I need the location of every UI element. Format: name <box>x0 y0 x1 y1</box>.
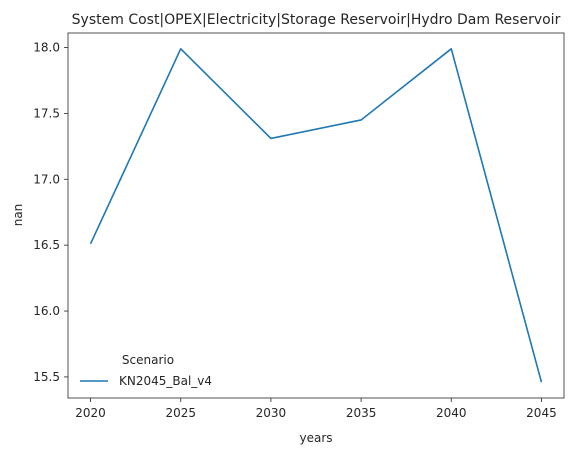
y-tick-label: 15.5 <box>33 370 60 384</box>
x-tick-label: 2025 <box>165 406 196 420</box>
x-tick-label: 2030 <box>256 406 287 420</box>
y-tick-label: 16.5 <box>33 238 60 252</box>
x-tick-label: 2045 <box>526 406 557 420</box>
series-layer <box>89 48 543 383</box>
series-line <box>89 48 543 383</box>
x-axis: 2020 2025 2030 2035 2040 2045 <box>75 398 557 420</box>
legend: Scenario KN2045_Bal_v4 <box>80 353 212 388</box>
y-tick-label: 17.5 <box>33 106 60 120</box>
x-tick-label: 2035 <box>346 406 377 420</box>
chart-title: System Cost|OPEX|Electricity|Storage Res… <box>72 12 561 28</box>
y-axis: 15.5 16.0 16.5 17.0 17.5 18.0 <box>33 40 68 384</box>
y-tick-label: 17.0 <box>33 172 60 186</box>
x-tick-label: 2020 <box>75 406 106 420</box>
y-tick-label: 18.0 <box>33 40 60 54</box>
x-axis-label: years <box>299 431 332 445</box>
y-tick-label: 16.0 <box>33 304 60 318</box>
x-tick-label: 2040 <box>436 406 467 420</box>
legend-label: KN2045_Bal_v4 <box>119 374 212 388</box>
plot-area <box>67 32 565 399</box>
y-axis-label: nan <box>11 204 25 227</box>
legend-title: Scenario <box>122 353 174 367</box>
